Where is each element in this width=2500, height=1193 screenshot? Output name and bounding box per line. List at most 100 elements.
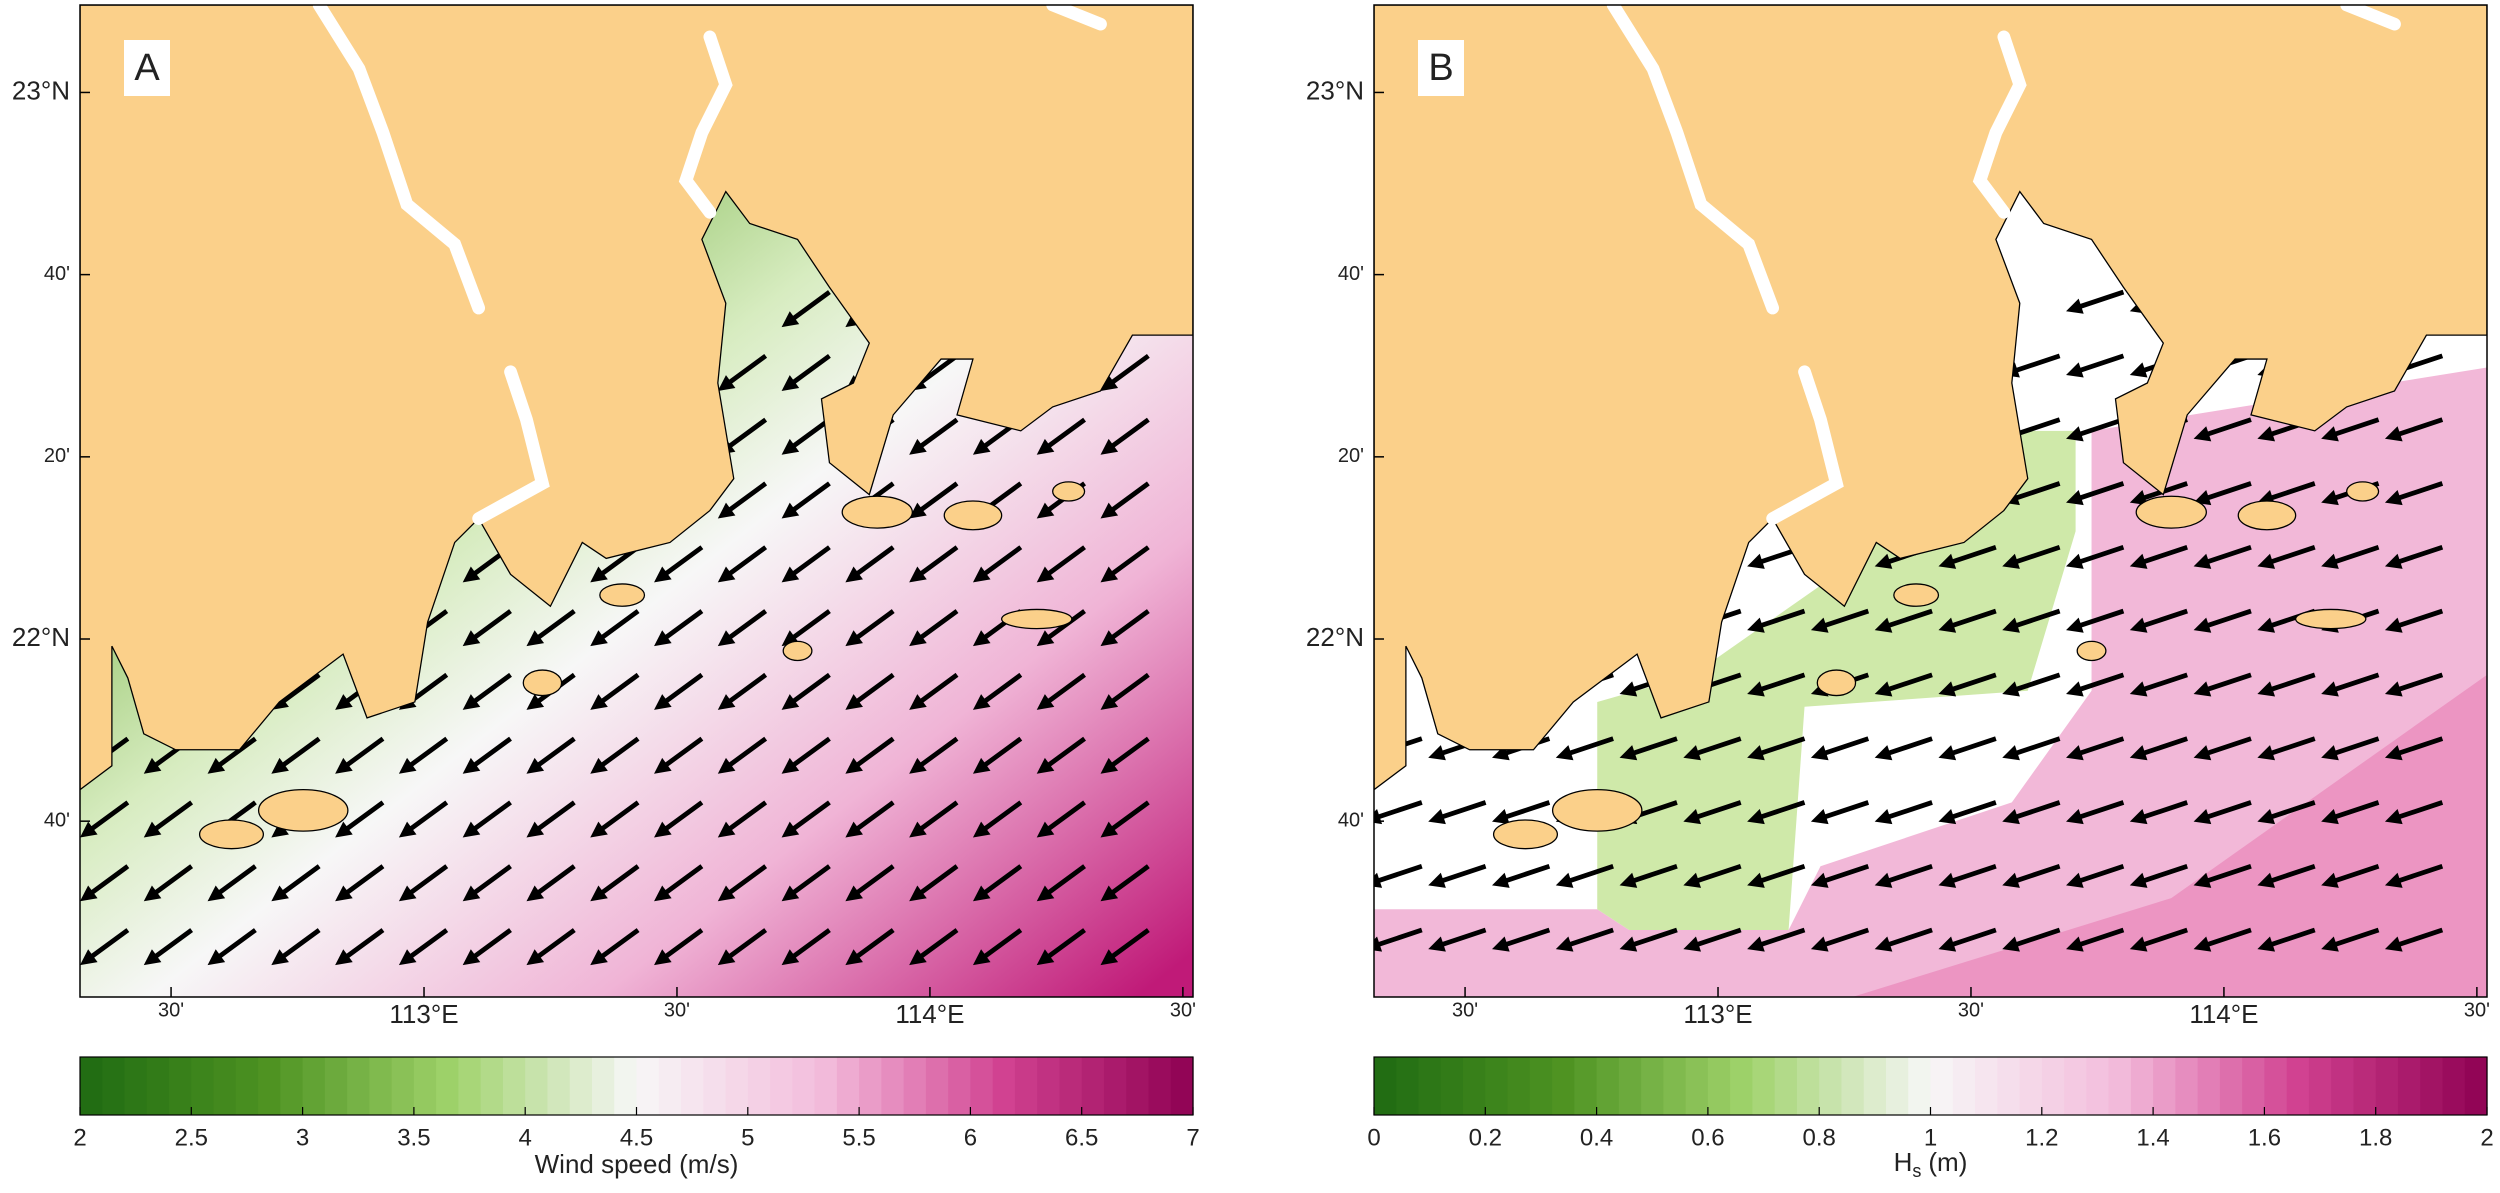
colorbar-step [80, 1057, 103, 1115]
arrow-head [1810, 617, 1829, 633]
arrow-shaft [1436, 863, 1487, 885]
arrow-head [526, 949, 545, 966]
arrow-head [1874, 808, 1893, 825]
lat-tick-label: 22°N [12, 622, 70, 652]
arrow-shaft [2393, 608, 2444, 630]
arrow-head [1874, 872, 1893, 888]
arrow-shaft [596, 609, 640, 643]
colorbar-step [703, 1057, 727, 1115]
arrow-head [2257, 936, 2276, 952]
arrow-head [909, 821, 927, 838]
arrow-head [2193, 936, 2212, 952]
colorbar-step [1730, 1057, 1754, 1115]
arrow-head [2384, 489, 2403, 506]
arrow-head [1036, 630, 1055, 647]
arrow-head [2321, 681, 2339, 697]
colorbar-step [1552, 1057, 1575, 1115]
arrow-shaft [150, 864, 194, 898]
arrow-head [398, 949, 417, 966]
sea-mid [1852, 674, 2487, 997]
arrow-shaft [2329, 672, 2380, 694]
arrow-head [526, 821, 545, 838]
arrow-head [2384, 936, 2403, 952]
arrow-shaft [2393, 863, 2444, 885]
arrow-head [335, 949, 353, 966]
arrow-shaft [2393, 544, 2444, 566]
colorbar-tick-label: 3 [296, 1124, 309, 1151]
arrow-shaft [2393, 672, 2444, 694]
colorbar-step [302, 1057, 326, 1115]
colorbar-tick-label: 2 [73, 1124, 86, 1151]
arrow-head [462, 630, 481, 647]
arrow-shaft [277, 672, 321, 707]
arrow-head [398, 757, 417, 774]
arrow-head [845, 630, 863, 647]
arrow-shaft [660, 864, 704, 898]
arrow-shaft [2138, 800, 2188, 821]
arrow-shaft [1819, 927, 1870, 949]
arrow-shaft [2329, 863, 2380, 885]
arrow-head [207, 757, 226, 774]
arrow-shaft [341, 800, 385, 834]
arrow-shaft [2393, 800, 2444, 821]
arrow-head [1619, 745, 1638, 761]
arrow-shaft [1627, 736, 1678, 758]
arrow-head [526, 757, 545, 774]
arrow-shaft [2010, 863, 2061, 885]
arrow-head [1874, 745, 1893, 761]
colorbar-tick-label: 1.2 [2025, 1124, 2058, 1151]
arrow-shaft [2138, 608, 2188, 630]
colorbar-step [881, 1057, 905, 1115]
arrow-shaft [915, 609, 959, 643]
arrow-shaft [1043, 800, 1086, 834]
arrow-head [2193, 426, 2212, 442]
arrow-head [1491, 936, 1510, 952]
panel-label-box [124, 40, 170, 96]
colorbar-step [925, 1057, 949, 1115]
colorbar-step [1396, 1057, 1420, 1115]
arrow-shaft [2010, 608, 2061, 630]
arrow-shaft [660, 800, 704, 834]
arrow-shaft [787, 672, 831, 707]
arrow-shaft [2074, 544, 2125, 566]
colorbar-step [2442, 1057, 2466, 1115]
arrow-shaft [1106, 672, 1150, 707]
arrow-shaft [2265, 736, 2316, 758]
arrow-shaft [1691, 736, 1742, 758]
arrow-head [2193, 745, 2212, 761]
arrow-head [2129, 808, 2148, 825]
arrow-shaft [1946, 800, 1997, 821]
colorbar-step [948, 1057, 971, 1115]
arrow-shaft [915, 736, 959, 770]
arrow-shaft [86, 864, 130, 898]
colorbar-step [1819, 1057, 1843, 1115]
colorbar-step [1574, 1057, 1598, 1115]
arrow-shaft [1883, 736, 1933, 758]
arrow-head [1747, 872, 1765, 888]
lon-tick-label: 30' [158, 999, 184, 1021]
colorbar-step [591, 1057, 615, 1115]
colorbar-step [1774, 1057, 1798, 1115]
arrow-head [2321, 745, 2339, 761]
arrow-shaft [2010, 736, 2061, 758]
arrow-head [717, 821, 736, 838]
arrow-shaft [787, 290, 831, 324]
arrow-head [398, 821, 417, 838]
arrow-shaft [1043, 417, 1086, 452]
colorbar-step [970, 1057, 994, 1115]
arrow-head [207, 949, 226, 966]
arrow-head [590, 566, 608, 583]
arrow-head [1938, 681, 1957, 697]
arrow-head [526, 630, 545, 647]
arrow-head [1810, 936, 1829, 952]
arrow-head [972, 566, 991, 583]
lat-tick-label: 40' [1338, 809, 1364, 831]
colorbar-step [1707, 1057, 1731, 1115]
arrow-shaft [468, 736, 512, 770]
arrow-shaft [915, 928, 959, 962]
arrow-head [1555, 745, 1574, 761]
colorbar-step [102, 1057, 126, 1115]
arrow-head [972, 438, 991, 455]
arrow-shaft [1106, 353, 1150, 388]
arrow-head [845, 757, 863, 774]
